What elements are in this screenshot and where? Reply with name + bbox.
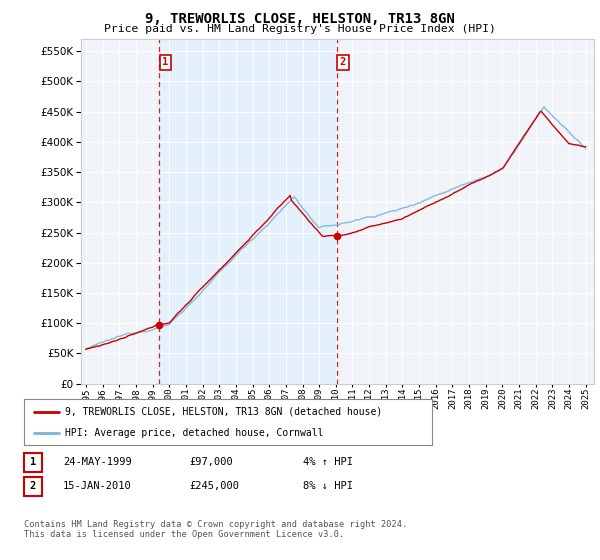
- Text: 8% ↓ HPI: 8% ↓ HPI: [303, 482, 353, 491]
- Text: £97,000: £97,000: [189, 458, 233, 467]
- Text: 9, TREWORLIS CLOSE, HELSTON, TR13 8GN: 9, TREWORLIS CLOSE, HELSTON, TR13 8GN: [145, 12, 455, 26]
- Text: Price paid vs. HM Land Registry's House Price Index (HPI): Price paid vs. HM Land Registry's House …: [104, 24, 496, 34]
- Text: 2: 2: [30, 482, 36, 491]
- Text: £245,000: £245,000: [189, 482, 239, 491]
- Text: 15-JAN-2010: 15-JAN-2010: [63, 482, 132, 491]
- Text: Contains HM Land Registry data © Crown copyright and database right 2024.
This d: Contains HM Land Registry data © Crown c…: [24, 520, 407, 539]
- Text: 1: 1: [30, 458, 36, 467]
- Text: 24-MAY-1999: 24-MAY-1999: [63, 458, 132, 467]
- Text: 2: 2: [340, 57, 346, 67]
- Text: 9, TREWORLIS CLOSE, HELSTON, TR13 8GN (detached house): 9, TREWORLIS CLOSE, HELSTON, TR13 8GN (d…: [65, 407, 382, 417]
- Text: 1: 1: [163, 57, 169, 67]
- Text: 4% ↑ HPI: 4% ↑ HPI: [303, 458, 353, 467]
- Bar: [159, 39, 337, 384]
- Text: HPI: Average price, detached house, Cornwall: HPI: Average price, detached house, Corn…: [65, 428, 323, 438]
